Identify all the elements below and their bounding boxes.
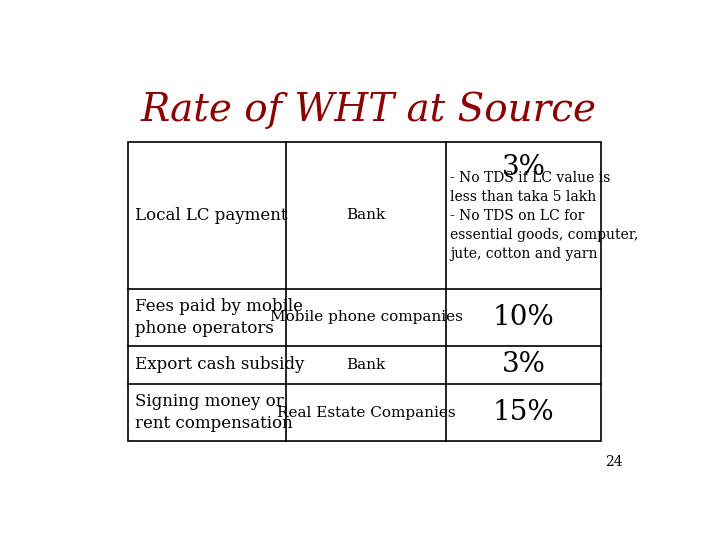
Text: Bank: Bank — [346, 208, 386, 222]
Text: Fees paid by mobile
phone operators: Fees paid by mobile phone operators — [135, 298, 302, 337]
Text: 3%: 3% — [502, 154, 546, 181]
Text: Bank: Bank — [346, 358, 386, 372]
Text: 24: 24 — [606, 455, 623, 469]
Text: Export cash subsidy: Export cash subsidy — [135, 356, 304, 373]
Text: Rate of WHT at Source: Rate of WHT at Source — [141, 92, 597, 129]
Text: 3%: 3% — [502, 352, 546, 379]
Bar — [128, 141, 601, 441]
Text: 10%: 10% — [492, 303, 554, 330]
Text: Mobile phone companies: Mobile phone companies — [270, 310, 463, 324]
Text: Real Estate Companies: Real Estate Companies — [277, 406, 456, 420]
Text: Signing money or
rent compensation: Signing money or rent compensation — [135, 393, 292, 432]
Text: - No TDS if LC value is
less than taka 5 lakh
- No TDS on LC for
essential goods: - No TDS if LC value is less than taka 5… — [451, 171, 639, 261]
Text: 15%: 15% — [492, 399, 554, 426]
Text: Local LC payment: Local LC payment — [135, 207, 287, 224]
